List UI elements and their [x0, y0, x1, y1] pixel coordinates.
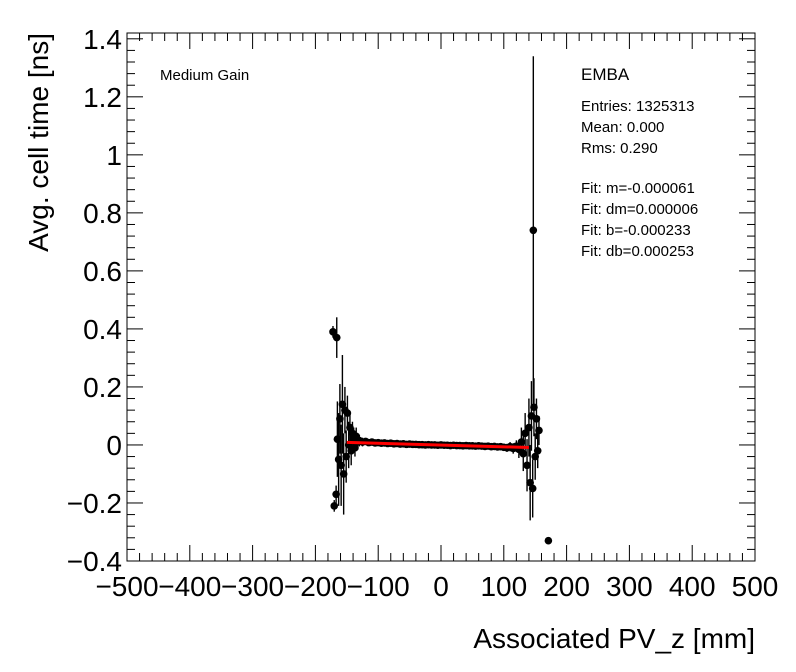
y-tick-label: −0.2 [67, 488, 122, 519]
outlier-point [332, 333, 341, 342]
stats-entries: Entries: 1325313 [581, 98, 694, 115]
fit-dm: Fit: dm=0.000006 [581, 201, 698, 218]
data-point [519, 449, 528, 458]
data-point [528, 484, 537, 493]
x-axis-title: Associated PV_z [mm] [473, 623, 755, 654]
x-tick-label: 100 [480, 571, 527, 602]
data-point [351, 444, 359, 452]
x-tick-label: −400 [158, 571, 221, 602]
y-tick-label: 0.2 [83, 372, 122, 403]
y-axis-title: Avg. cell time [ns] [23, 33, 54, 252]
data-point [333, 435, 342, 443]
y-tick-label: 1 [106, 140, 122, 171]
data-point [523, 461, 531, 470]
fit-b: Fit: b=-0.000233 [581, 222, 691, 239]
x-tick-label: −200 [284, 571, 347, 602]
data-point [521, 429, 529, 438]
stats-mean: Mean: 0.000 [581, 119, 664, 136]
x-tick-labels: −500 −400 −300 −200 −100 0 100 200 300 400 500 [95, 571, 778, 602]
data-point [535, 426, 543, 435]
fit-line [346, 440, 529, 450]
x-tick-label: 500 [732, 571, 779, 602]
partition-label: EMBA [581, 65, 630, 84]
x-tick-label: 400 [669, 571, 716, 602]
data-point [525, 423, 533, 432]
outlier-point [329, 328, 337, 336]
data-point [526, 478, 534, 487]
data-point [338, 400, 347, 409]
y-tick-label: −0.4 [67, 546, 122, 577]
y-tick-label: 0.4 [83, 314, 122, 345]
outlier-point [330, 502, 339, 510]
outlier-point [332, 490, 340, 499]
y-tick-label: 1.2 [83, 82, 122, 113]
data-point [342, 452, 350, 461]
data-point [530, 403, 538, 412]
data-point [337, 461, 345, 470]
x-tick-label: 200 [543, 571, 590, 602]
x-tick-label: −100 [347, 571, 410, 602]
error-bars [332, 56, 550, 544]
fit-db: Fit: db=0.000253 [581, 243, 694, 260]
y-tick-label: 0 [106, 430, 122, 461]
stats-rms: Rms: 0.290 [581, 140, 658, 157]
fit-m: Fit: m=-0.000061 [581, 180, 695, 197]
y-tick-label: 0.6 [83, 256, 122, 287]
data-point [339, 470, 348, 478]
x-tick-label: −500 [95, 571, 158, 602]
outlier-point [529, 226, 538, 235]
x-tick-label: 300 [606, 571, 653, 602]
y-tick-label: 0.8 [83, 198, 122, 229]
data-markers [329, 226, 553, 545]
fit-group [346, 440, 529, 450]
data-point [336, 415, 344, 423]
data-point [346, 423, 354, 432]
data-point [532, 415, 541, 423]
data-point [334, 455, 343, 464]
y-tick-label: 1.4 [83, 24, 122, 55]
outlier-point [544, 536, 553, 545]
data-point [343, 409, 352, 417]
axis-ticks [126, 33, 756, 562]
data-point [517, 438, 526, 446]
x-tick-label: −300 [221, 571, 284, 602]
x-tick-label: 0 [433, 571, 449, 602]
data-point [531, 452, 539, 461]
data-point [533, 446, 542, 455]
gain-label: Medium Gain [160, 67, 249, 84]
y-tick-labels: −0.4 −0.2 0 0.2 0.4 0.6 0.8 1 1.2 1.4 [67, 24, 122, 577]
